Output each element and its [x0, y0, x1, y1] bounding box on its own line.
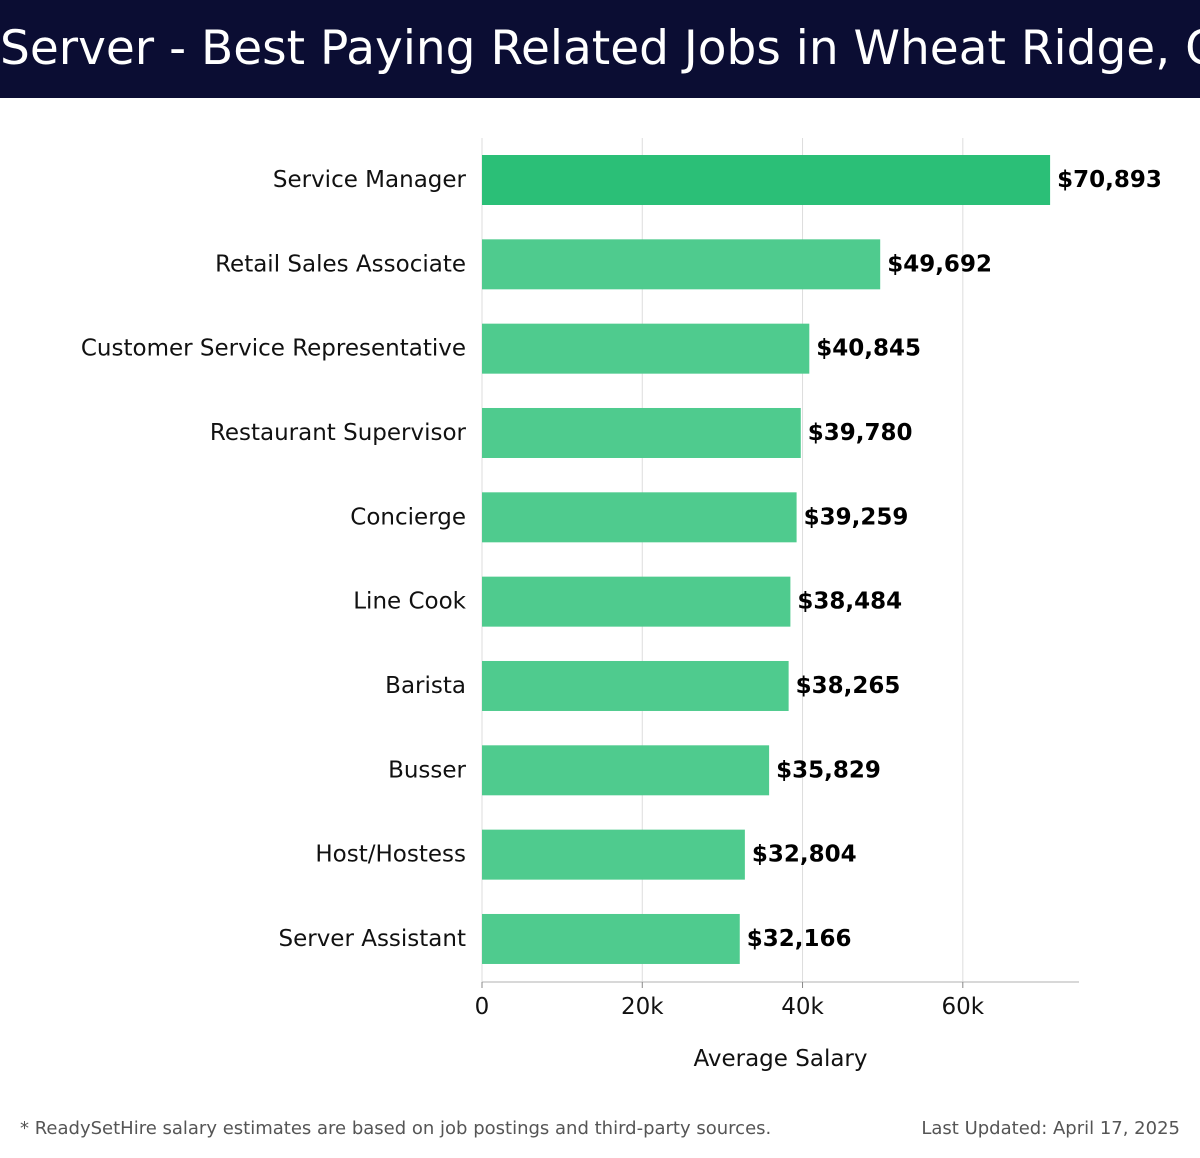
category-label: Restaurant Supervisor [210, 420, 467, 446]
bar [482, 829, 745, 880]
x-tick-label: 40k [781, 994, 824, 1020]
category-label: Line Cook [353, 589, 466, 615]
x-tick-label: 20k [621, 994, 664, 1020]
chart-title: Server - Best Paying Related Jobs in Whe… [0, 0, 1200, 98]
category-label: Retail Sales Associate [215, 251, 466, 277]
bar [482, 745, 770, 796]
salary-bar-chart: Service Manager $70,893 Retail Sales Assoc… [81, 138, 1162, 1072]
bar [482, 155, 1051, 205]
value-label: $39,259 [804, 504, 909, 530]
x-tick-label: 0 [475, 994, 490, 1020]
bar [482, 492, 797, 543]
value-label: $39,780 [808, 420, 913, 446]
bar [482, 239, 881, 290]
category-label: Busser [388, 757, 466, 783]
value-label: $32,166 [747, 926, 852, 952]
value-label: $38,484 [797, 589, 902, 615]
footer-note: * ReadySetHire salary estimates are base… [20, 1118, 772, 1139]
category-label: Barista [385, 673, 466, 699]
value-label: $38,265 [796, 673, 901, 699]
value-label: $32,804 [752, 842, 857, 868]
last-updated: Last Updated: April 17, 2025 [921, 1118, 1180, 1139]
value-label: $49,692 [887, 251, 992, 277]
category-label: Concierge [350, 504, 466, 530]
bar [482, 913, 740, 964]
x-tick-label: 60k [942, 994, 985, 1020]
bar [482, 407, 801, 458]
category-label: Service Manager [273, 167, 467, 193]
bar [482, 323, 810, 374]
value-label: $35,829 [776, 757, 881, 783]
bar [482, 660, 789, 711]
x-axis-label: Average Salary [693, 1046, 867, 1072]
bar [482, 576, 791, 627]
category-label: Customer Service Representative [81, 336, 466, 362]
category-label: Server Assistant [278, 926, 466, 952]
value-label: $70,893 [1057, 167, 1162, 193]
value-label: $40,845 [816, 336, 921, 362]
category-label: Host/Hostess [315, 842, 466, 868]
